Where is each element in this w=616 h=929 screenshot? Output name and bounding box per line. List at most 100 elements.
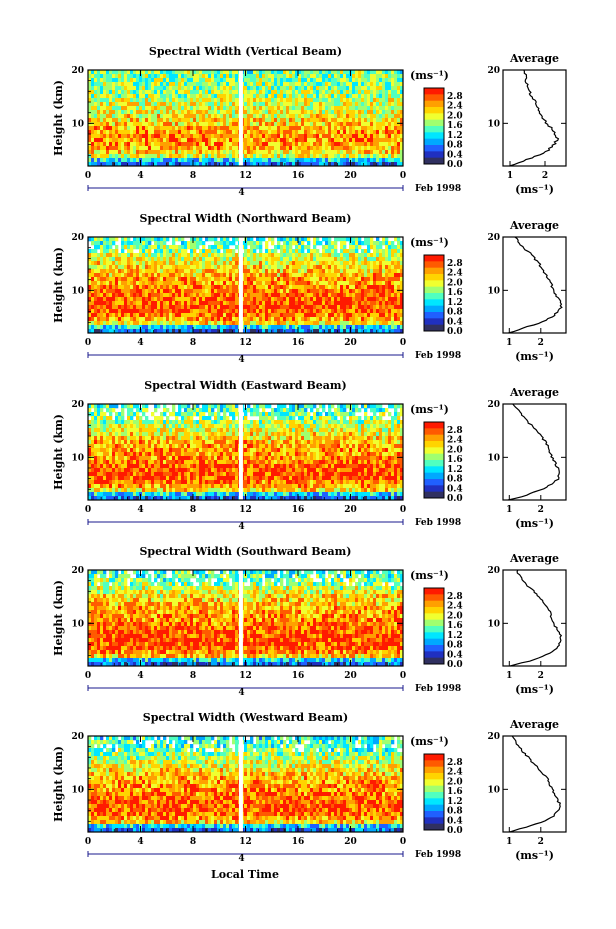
average-profile-line — [509, 735, 562, 833]
avg-y-tick-label: 20 — [487, 566, 500, 576]
panel-1: Spectral Width (Northward Beam)2010Heigh… — [52, 212, 567, 365]
month-label: Feb 1998 — [415, 684, 461, 694]
avg-y-tick-label: 10 — [487, 119, 500, 129]
colorbar-swatch — [424, 312, 444, 319]
x-axis-label: Local Time — [211, 868, 279, 881]
colorbar-tick-label: 2.4 — [447, 768, 463, 778]
x-tick-label: 4 — [137, 505, 143, 515]
y-tick-label: 20 — [71, 732, 84, 742]
colorbar-tick-label: 0.0 — [447, 660, 463, 670]
colorbar-unit: (ms⁻¹) — [410, 735, 449, 748]
y-tick-label: 10 — [71, 286, 84, 296]
avg-x-tick-label: 2 — [538, 338, 544, 348]
colorbar-swatch — [424, 447, 444, 455]
colorbar-swatch — [424, 607, 444, 614]
y-axis-label: Height (km) — [52, 247, 65, 323]
average-profile-line — [508, 236, 563, 334]
colorbar-swatch — [424, 817, 444, 825]
y-tick-label: 20 — [71, 66, 84, 76]
colorbar-tick-label: 1.2 — [447, 797, 463, 807]
colorbar-unit: (ms⁻¹) — [410, 569, 449, 582]
avg-y-tick-label: 20 — [487, 732, 500, 742]
colorbar-tick-label: 0.8 — [447, 475, 463, 485]
x-tick-label: 20 — [344, 837, 357, 847]
y-axis-label: Height (km) — [52, 580, 65, 656]
colorbar-swatch — [424, 441, 444, 448]
colorbar-tick-label: 0.4 — [447, 484, 463, 494]
colorbar-frame — [423, 753, 445, 831]
colorbar-tick-label: 0.4 — [447, 650, 463, 660]
x-tick-label: 0 — [400, 671, 406, 681]
colorbar-unit: (ms⁻¹) — [410, 403, 449, 416]
avg-x-tick-label: 2 — [542, 171, 548, 181]
avg-x-tick-label: 1 — [506, 671, 512, 681]
colorbar-tick-label: 1.6 — [447, 621, 463, 631]
y-tick-label: 10 — [71, 785, 84, 795]
colorbar-tick-label: 2.0 — [447, 611, 463, 621]
y-tick-label: 10 — [71, 453, 84, 463]
heatmap-title: Spectral Width (Eastward Beam) — [144, 379, 346, 392]
colorbar-swatch — [424, 274, 444, 281]
colorbar-swatch — [424, 823, 444, 831]
y-tick-label: 20 — [71, 400, 84, 410]
date-label: 4 — [238, 188, 244, 198]
colorbar-swatch — [424, 267, 444, 275]
colorbar-tick-label: 1.6 — [447, 121, 463, 131]
date-label: 4 — [238, 522, 244, 532]
average-profile-line — [510, 569, 563, 667]
colorbar-swatch — [424, 466, 444, 474]
heatmap-cells — [88, 404, 404, 501]
colorbar-swatch — [424, 766, 444, 774]
colorbar-swatch — [424, 113, 444, 121]
colorbar-tick-label: 2.8 — [447, 758, 463, 768]
x-tick-label: 4 — [137, 837, 143, 847]
colorbar-tick-label: 2.0 — [447, 111, 463, 121]
colorbar-tick-label: 1.6 — [447, 288, 463, 298]
colorbar-tick-label: 1.2 — [447, 631, 463, 641]
avg-y-tick-label: 20 — [487, 233, 500, 243]
colorbar-swatch — [424, 280, 444, 288]
colorbar-tick-label: 2.0 — [447, 445, 463, 455]
y-axis-label: Height (km) — [52, 414, 65, 490]
colorbar-swatch — [424, 773, 444, 780]
average-frame — [502, 236, 567, 334]
avg-x-tick-label: 2 — [538, 837, 544, 847]
avg-y-tick-label: 20 — [487, 66, 500, 76]
colorbar-swatch — [424, 779, 444, 787]
colorbar-swatch — [424, 613, 444, 621]
colorbar-tick-label: 0.8 — [447, 807, 463, 817]
avg-x-tick-label: 1 — [507, 171, 513, 181]
colorbar-swatch — [424, 479, 444, 486]
x-tick-label: 0 — [400, 338, 406, 348]
colorbar-swatch — [424, 600, 444, 608]
x-tick-label: 0 — [85, 338, 91, 348]
colorbar-tick-label: 2.4 — [447, 102, 463, 112]
heatmap-title: Spectral Width (Vertical Beam) — [149, 45, 342, 58]
x-tick-label: 12 — [239, 505, 252, 515]
date-label: 4 — [238, 854, 244, 864]
colorbar-tick-label: 2.8 — [447, 426, 463, 436]
colorbar-tick-label: 2.0 — [447, 777, 463, 787]
colorbar-swatch — [424, 261, 444, 269]
colorbar-tick-label: 2.8 — [447, 592, 463, 602]
colorbar-swatch — [424, 632, 444, 640]
colorbar-swatch — [424, 100, 444, 108]
average-x-label: (ms⁻¹) — [515, 517, 554, 530]
x-tick-label: 16 — [292, 505, 305, 515]
month-label: Feb 1998 — [415, 518, 461, 528]
heatmap-cells — [88, 570, 404, 667]
avg-x-tick-label: 2 — [538, 505, 544, 515]
avg-y-tick-label: 20 — [487, 400, 500, 410]
x-tick-label: 4 — [137, 671, 143, 681]
panel-0: Spectral Width (Vertical Beam)2010Height… — [52, 45, 567, 198]
colorbar-tick-label: 0.4 — [447, 317, 463, 327]
colorbar-swatch — [424, 305, 444, 313]
x-tick-label: 8 — [190, 505, 196, 515]
x-tick-label: 20 — [344, 171, 357, 181]
colorbar-tick-label: 2.4 — [447, 269, 463, 279]
colorbar-swatch — [424, 151, 444, 159]
y-tick-label: 20 — [71, 566, 84, 576]
colorbar-tick-label: 0.0 — [447, 160, 463, 170]
colorbar-swatch — [424, 324, 444, 332]
colorbar-frame — [423, 587, 445, 665]
